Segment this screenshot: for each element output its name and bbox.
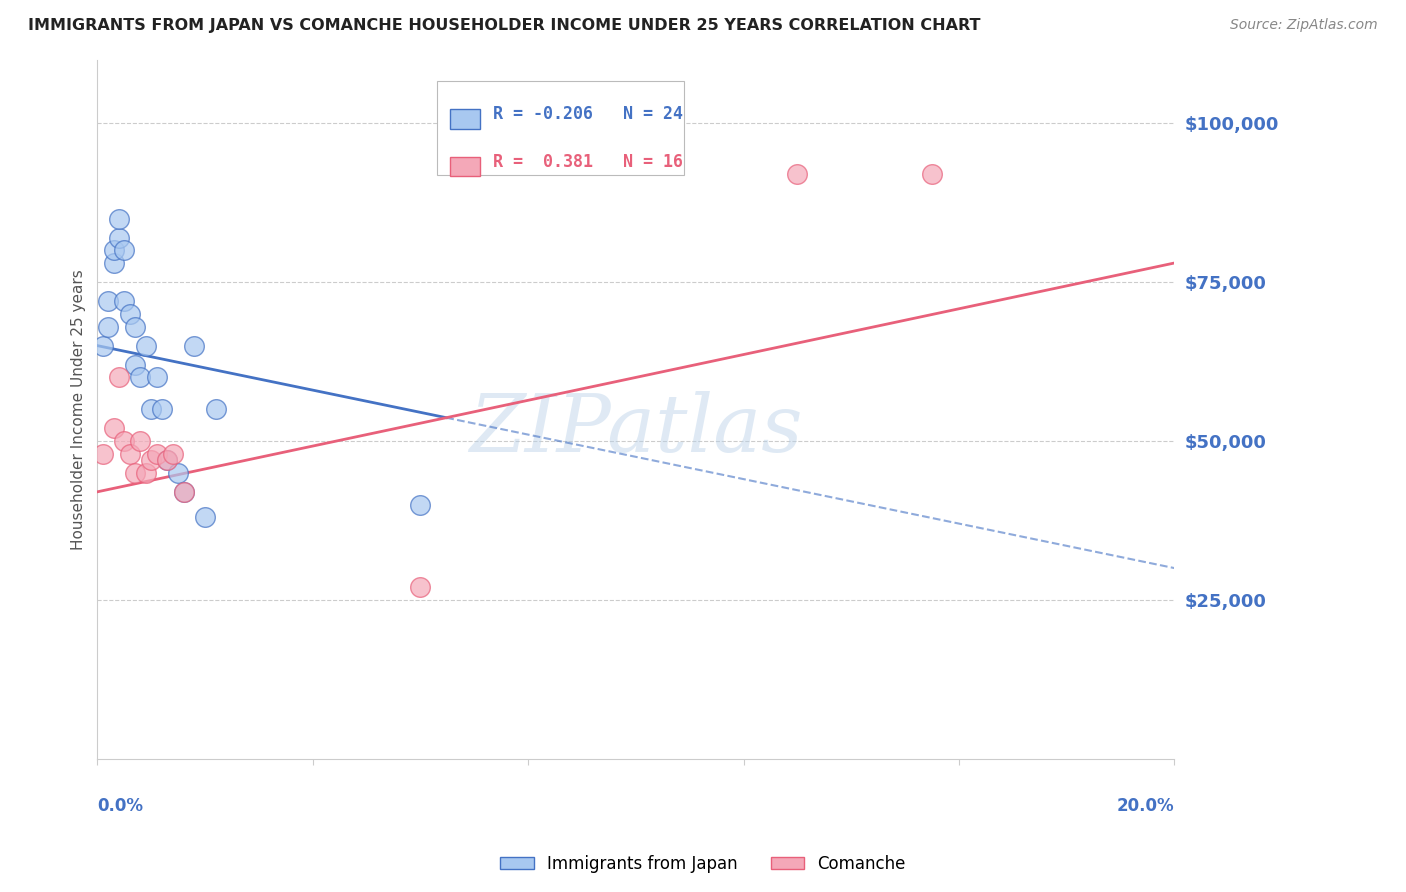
Point	[162, 447, 184, 461]
Point	[135, 338, 157, 352]
Text: R = -0.206   N = 24: R = -0.206 N = 24	[492, 105, 683, 123]
Point	[135, 466, 157, 480]
Text: 0.0%: 0.0%	[97, 797, 143, 815]
Point	[156, 453, 179, 467]
Point	[409, 580, 432, 594]
Point	[112, 294, 135, 309]
Legend: Immigrants from Japan, Comanche: Immigrants from Japan, Comanche	[494, 848, 912, 880]
Text: Source: ZipAtlas.com: Source: ZipAtlas.com	[1230, 18, 1378, 32]
Point	[921, 167, 943, 181]
Point	[97, 294, 120, 309]
Point	[91, 447, 114, 461]
Point	[112, 244, 135, 258]
Point	[205, 402, 228, 417]
Point	[108, 230, 131, 244]
Point	[141, 453, 163, 467]
Point	[129, 434, 152, 448]
Point	[786, 167, 808, 181]
Point	[409, 498, 432, 512]
Text: IMMIGRANTS FROM JAPAN VS COMANCHE HOUSEHOLDER INCOME UNDER 25 YEARS CORRELATION : IMMIGRANTS FROM JAPAN VS COMANCHE HOUSEH…	[28, 18, 980, 33]
Point	[156, 453, 179, 467]
Point	[108, 370, 131, 384]
Point	[112, 434, 135, 448]
Point	[124, 466, 146, 480]
Point	[141, 402, 163, 417]
Point	[103, 421, 125, 435]
Point	[173, 484, 195, 499]
Point	[103, 244, 125, 258]
Text: R =  0.381   N = 16: R = 0.381 N = 16	[492, 153, 683, 170]
Text: ZIPatlas: ZIPatlas	[470, 392, 803, 469]
FancyBboxPatch shape	[450, 109, 479, 128]
Point	[124, 319, 146, 334]
FancyBboxPatch shape	[450, 157, 479, 177]
Point	[129, 370, 152, 384]
Point	[145, 370, 167, 384]
Point	[91, 338, 114, 352]
Point	[118, 447, 141, 461]
Point	[145, 447, 167, 461]
Point	[118, 307, 141, 321]
Point	[183, 338, 205, 352]
Point	[108, 211, 131, 226]
Text: 20.0%: 20.0%	[1116, 797, 1174, 815]
Point	[167, 466, 190, 480]
Point	[103, 256, 125, 270]
Y-axis label: Householder Income Under 25 years: Householder Income Under 25 years	[72, 268, 86, 549]
Point	[97, 319, 120, 334]
Point	[124, 358, 146, 372]
Point	[194, 510, 217, 524]
Point	[173, 484, 195, 499]
Point	[150, 402, 173, 417]
FancyBboxPatch shape	[437, 80, 685, 175]
